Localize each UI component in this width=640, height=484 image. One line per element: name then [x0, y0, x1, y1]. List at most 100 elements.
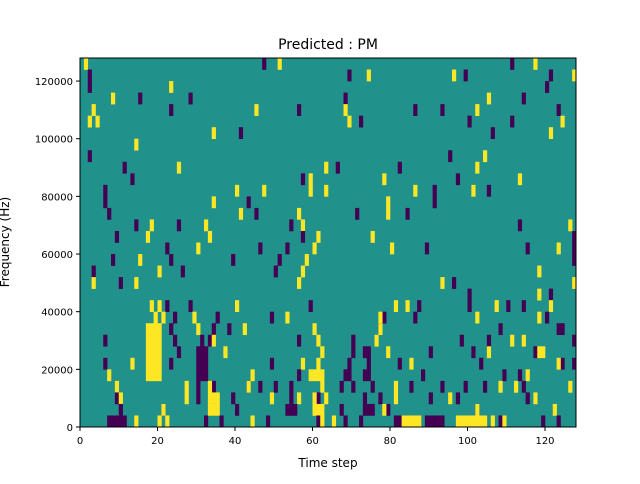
- heatmap-cell-low: [362, 346, 371, 359]
- heatmap-cell-high: [568, 380, 573, 393]
- heatmap-cell-low: [238, 127, 244, 140]
- heatmap-cell-high: [304, 254, 309, 266]
- heatmap-cell-high: [300, 219, 306, 232]
- heatmap-cell-low: [308, 300, 313, 312]
- heatmap-cell-low: [424, 242, 430, 255]
- heatmap-cell-high: [374, 334, 379, 347]
- heatmap-cell-low: [188, 92, 193, 105]
- heatmap-cell-low: [215, 311, 220, 324]
- heatmap-cell-high: [324, 392, 329, 405]
- heatmap-cell-high: [393, 380, 399, 393]
- heatmap-cell-low: [355, 207, 360, 220]
- heatmap-cell-high: [382, 403, 387, 416]
- heatmap-cell-high: [393, 300, 399, 312]
- heatmap-cell-low: [114, 230, 120, 243]
- heatmap-cell-low: [521, 300, 526, 312]
- heatmap-cell-low: [432, 184, 437, 197]
- heatmap-cell-high: [246, 380, 251, 393]
- heatmap-cell-high: [366, 69, 371, 82]
- heatmap-cell-low: [479, 357, 484, 370]
- heatmap-cell-high: [176, 161, 182, 174]
- heatmap-cell-low: [525, 392, 530, 405]
- heatmap-cell-high: [235, 184, 240, 197]
- heatmap-cell-low: [169, 357, 174, 370]
- x-tick-label: 60: [306, 436, 319, 447]
- heatmap-cell-low: [351, 334, 356, 347]
- heatmap-cell-high: [320, 380, 325, 393]
- heatmap-cell-low: [165, 300, 170, 312]
- y-tick-label: 0: [67, 423, 73, 434]
- heatmap-cell-low: [169, 254, 174, 266]
- heatmap-cell-low: [572, 357, 577, 370]
- heatmap-cell-low: [188, 300, 193, 312]
- chart-title: Predicted : PM: [278, 37, 378, 53]
- heatmap-cell-high: [149, 300, 154, 312]
- heatmap-cell-high: [312, 392, 317, 405]
- heatmap-cell-high: [498, 380, 503, 393]
- heatmap-cell-low: [459, 334, 464, 347]
- heatmap-cell-low: [180, 265, 185, 278]
- x-tick-label: 80: [384, 436, 397, 447]
- heatmap-cell-low: [502, 369, 507, 382]
- heatmap-cell-low: [130, 173, 135, 186]
- heatmap-cell-low: [572, 254, 577, 266]
- heatmap-cell-low: [417, 300, 422, 312]
- heatmap-cells: [80, 58, 577, 428]
- heatmap-cell-high: [91, 277, 96, 289]
- heatmap-cell-low: [300, 173, 306, 186]
- y-tick-label: 20000: [41, 365, 73, 376]
- heatmap-cell-high: [223, 346, 228, 359]
- heatmap-cell-low: [339, 380, 344, 393]
- heatmap-cell-low: [118, 277, 123, 289]
- heatmap-cell-high: [475, 104, 480, 116]
- heatmap-cell-low: [343, 369, 352, 382]
- heatmap-cell-low: [297, 334, 302, 347]
- heatmap-cell-high: [161, 403, 166, 416]
- heatmap-cell-high: [548, 300, 554, 312]
- heatmap-cell-low: [572, 230, 577, 243]
- heatmap-cell-high: [390, 242, 395, 255]
- heatmap-cell-high: [320, 346, 325, 359]
- heatmap-cell-low: [165, 242, 170, 255]
- heatmap-cell-high: [285, 311, 290, 324]
- heatmap-cell-high: [300, 265, 306, 278]
- heatmap-cell-high: [297, 277, 302, 289]
- heatmap-cell-high: [452, 69, 457, 82]
- heatmap-cell-high: [316, 334, 321, 347]
- heatmap-cell-low: [273, 265, 278, 278]
- heatmap-cell-low: [196, 346, 209, 359]
- heatmap-cell-low: [107, 415, 127, 428]
- heatmap-cell-low: [343, 415, 348, 428]
- heatmap-cell-high: [138, 254, 143, 266]
- heatmap-cell-high: [533, 58, 538, 70]
- heatmap-cell-high: [490, 415, 495, 428]
- heatmap-cell-low: [176, 346, 182, 359]
- heatmap-cell-low: [463, 380, 468, 393]
- heatmap-cell-high: [211, 127, 216, 140]
- heatmap-cell-high: [521, 334, 526, 347]
- heatmap-cell-low: [285, 403, 298, 416]
- heatmap-cell-low: [235, 403, 240, 416]
- heatmap-cell-low: [351, 346, 356, 359]
- heatmap-cell-low: [173, 311, 178, 324]
- heatmap-cell-low: [196, 392, 201, 405]
- heatmap-cell-high: [145, 357, 162, 370]
- heatmap-cell-low: [421, 369, 426, 382]
- heatmap-cell-low: [297, 104, 302, 116]
- heatmap-cell-high: [184, 392, 189, 405]
- heatmap-cell-low: [362, 392, 368, 405]
- heatmap-cell-low: [498, 415, 503, 428]
- heatmap-cell-low: [545, 311, 550, 324]
- heatmap-cell-high: [262, 184, 267, 197]
- heatmap-cell-low: [204, 415, 209, 428]
- heatmap-cell-low: [405, 207, 410, 220]
- heatmap-cell-high: [560, 115, 565, 128]
- heatmap-cell-high: [312, 242, 317, 255]
- heatmap-cell-low: [269, 311, 275, 324]
- heatmap-cell-high: [552, 403, 557, 416]
- y-tick-label: 100000: [35, 135, 73, 146]
- heatmap-cell-high: [471, 184, 476, 197]
- heatmap-cell-low: [386, 403, 391, 416]
- heatmap-cell-high: [157, 415, 162, 428]
- heatmap-cell-high: [440, 277, 445, 289]
